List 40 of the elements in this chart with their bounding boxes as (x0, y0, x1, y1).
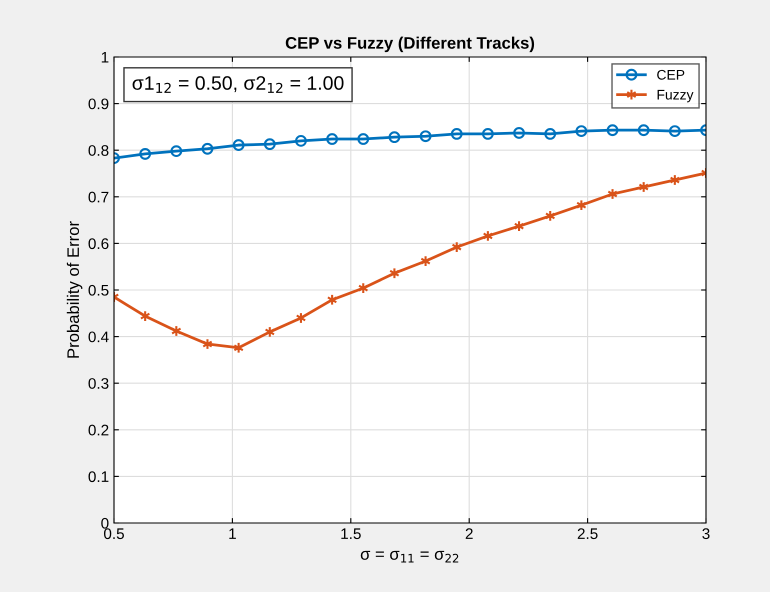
x-tick-label: 1.5 (341, 528, 361, 540)
y-tick-label: 0.5 (88, 284, 108, 296)
x-tick-label: 2 (466, 528, 473, 539)
y-tick-label: 0.3 (88, 378, 108, 389)
point (668, 125, 681, 137)
y-tick-label: 0.7 (88, 192, 108, 202)
x-tick-label: 2.5 (578, 528, 598, 540)
point (513, 127, 525, 139)
legend-label: CEP (657, 70, 684, 80)
x-axis-title: σ = σ$_{11}$ = σ$_{22}$ (360, 550, 458, 562)
y-tick-label: 1 (102, 52, 108, 63)
y-axis-title: Probability of Error (66, 221, 82, 358)
point (264, 138, 276, 150)
point (139, 148, 152, 160)
y-tick-label: 0 (101, 518, 109, 529)
point (450, 128, 463, 140)
point (295, 134, 307, 147)
y-tick-label: 0.1 (88, 471, 108, 482)
point (482, 128, 494, 140)
y-tick-label: 0.4 (88, 331, 109, 342)
chart-title: CEP vs Fuzzy (Different Tracks) (286, 36, 534, 52)
point (638, 124, 650, 136)
y-tick-label: 0.2 (88, 424, 108, 436)
point (202, 142, 214, 155)
x-tick-label: 3 (702, 528, 710, 540)
x-tick-label: 1 (229, 528, 236, 539)
y-tick-label: 0.9 (88, 98, 108, 110)
legend-label: Fuzzy (658, 90, 694, 102)
point (575, 125, 588, 137)
y-tick-label: 0.6 (88, 238, 108, 250)
annotation: σ1$_{12}$ = 0.50, σ2$_{12}$ = 1.00 (132, 76, 344, 93)
point (544, 128, 556, 140)
point (606, 124, 618, 136)
point (388, 131, 400, 144)
point (170, 145, 182, 158)
point (420, 130, 432, 142)
point (357, 133, 370, 145)
point (326, 133, 338, 145)
point (232, 139, 245, 151)
y-tick-label: 0.8 (88, 145, 108, 156)
